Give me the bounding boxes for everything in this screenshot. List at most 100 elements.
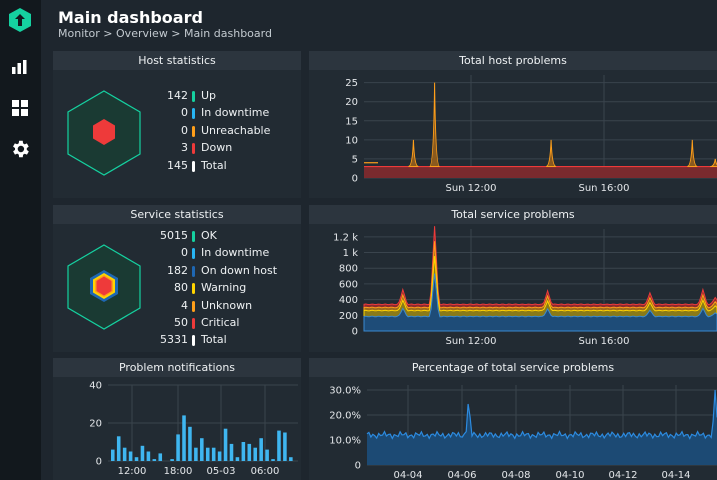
percentage-service-problems-chart[interactable]: 30.0% 20.0% 10.0% 0 04-04 04-06 04-08 04-10 04-1…	[309, 377, 717, 480]
stat-label: Critical	[201, 316, 240, 329]
stat-color-bar	[192, 300, 195, 312]
y-tick-label: 0	[352, 174, 358, 185]
stat-color-bar	[192, 143, 195, 155]
notification-bar	[200, 438, 204, 461]
stat-row-on-down-host[interactable]: 182 On down host	[138, 264, 298, 279]
stat-row-ok[interactable]: 5015 OK	[138, 229, 298, 244]
stat-color-bar	[192, 335, 195, 347]
y-tick-label: 20	[345, 97, 358, 108]
stat-row-total[interactable]: 145 Total	[138, 159, 298, 174]
x-tick-label: 12:00	[118, 466, 147, 477]
notification-bar	[271, 459, 275, 461]
notification-bar	[217, 451, 222, 461]
dashboard-grid-icon[interactable]	[7, 95, 33, 121]
notification-bar	[122, 447, 127, 461]
x-tick-label: 05-03	[206, 466, 235, 477]
host-statistics-panel: Host statistics 142 Up 0 In downtime 0 Unreac…	[53, 51, 301, 198]
stat-label: Unknown	[201, 298, 253, 312]
problem-notifications-chart[interactable]: 40 20 0 12:00 18:00 05-03 06:00	[53, 377, 301, 480]
stat-color-bar	[192, 108, 195, 120]
stat-color-bar	[192, 125, 195, 137]
y-tick-label: 10	[345, 135, 358, 146]
notification-bar	[134, 457, 139, 461]
series-area-down-host	[363, 273, 717, 332]
stat-label: Total	[201, 158, 227, 172]
stat-label: Total	[201, 333, 227, 347]
x-tick-label: 04-10	[555, 470, 584, 480]
notification-bar	[146, 451, 151, 461]
series-line-percentage	[366, 389, 717, 440]
problem-notifications-panel: Problem notifications 40 20 0 12:00 18:00 05-…	[53, 358, 301, 480]
host-hexagon-icon[interactable]	[53, 70, 301, 198]
notification-bar	[289, 457, 293, 461]
sidebar	[0, 0, 41, 480]
x-tick-label: 04-08	[501, 470, 530, 480]
spike-mark	[710, 158, 717, 168]
stat-row-unreachable[interactable]: 0 Unreachable	[138, 124, 298, 139]
notification-bar	[229, 443, 234, 461]
panel-title: Total service problems	[309, 205, 717, 224]
stat-value: 80	[174, 281, 188, 295]
service-hexagon-icon[interactable]	[53, 224, 301, 352]
x-tick-label: 04-06	[447, 470, 476, 480]
y-tick-label: 800	[339, 264, 358, 275]
notification-bar	[241, 442, 246, 461]
notification-bar	[194, 447, 198, 461]
x-tick-label: Sun 16:00	[578, 336, 629, 347]
spike-mark	[429, 82, 441, 168]
stat-label: In downtime	[201, 246, 270, 260]
stat-color-bar	[192, 265, 195, 277]
notification-bar	[235, 457, 240, 461]
series-area-percentage	[367, 390, 717, 465]
notification-bar	[253, 447, 258, 461]
notification-bar	[247, 443, 252, 461]
series-area-unknown	[363, 241, 717, 332]
y-tick-label: 20	[89, 419, 102, 430]
stat-value: 0	[181, 246, 188, 260]
stat-color-bar	[192, 283, 195, 295]
stat-value: 50	[174, 316, 188, 329]
stat-label: Down	[201, 141, 233, 155]
stat-row-down[interactable]: 3 Down	[138, 141, 298, 156]
notification-bar	[140, 445, 145, 461]
y-tick-label: 40	[89, 381, 102, 392]
panel-title: Problem notifications	[53, 358, 301, 377]
stat-row-total[interactable]: 5331 Total	[138, 333, 298, 348]
notification-bar	[188, 426, 192, 461]
notification-bar	[176, 434, 180, 461]
stat-color-bar	[192, 91, 195, 102]
stat-color-bar	[192, 160, 195, 172]
stat-row-in-downtime[interactable]: 0 In downtime	[138, 246, 298, 261]
stat-label: Unreachable	[201, 123, 271, 137]
notification-bar	[116, 436, 121, 461]
stat-row-unknown[interactable]: 4 Unknown	[138, 299, 298, 314]
stat-row-critical[interactable]: 50 Critical	[138, 316, 298, 331]
y-tick-label: 0	[96, 457, 102, 468]
checkmk-logo-icon[interactable]	[7, 7, 33, 33]
y-tick-label: 0	[352, 327, 358, 338]
panel-title: Total host problems	[309, 51, 717, 70]
notification-bar	[283, 432, 287, 461]
stat-row-up[interactable]: 142 Up	[138, 89, 298, 104]
stat-value: 0	[181, 123, 188, 137]
y-tick-label: 400	[339, 295, 358, 306]
stat-row-in-downtime[interactable]: 0 In downtime	[138, 106, 298, 121]
series-area-warning	[363, 255, 717, 332]
stat-row-warning[interactable]: 80 Warning	[138, 281, 298, 296]
stat-value: 182	[167, 263, 188, 277]
breadcrumb[interactable]: Monitor > Overview > Main dashboard	[58, 27, 272, 40]
stat-label: In downtime	[201, 106, 270, 120]
total-service-problems-chart[interactable]: 1.2 k 1 k 800 600 400 200 0 Sun 12:00 Sun 16:00	[309, 224, 717, 352]
x-tick-label: 06:00	[251, 466, 280, 477]
y-tick-label: 10.0%	[329, 436, 361, 447]
stat-color-bar	[192, 231, 195, 242]
stat-label: Warning	[201, 281, 247, 295]
notification-bar	[158, 453, 163, 461]
total-host-problems-chart[interactable]: 25 20 15 10 5 0 Sun 12:00 Sun 16:00	[309, 70, 717, 198]
gear-icon[interactable]	[7, 136, 33, 162]
bar-chart-icon[interactable]	[7, 54, 33, 80]
x-tick-label: Sun 12:00	[445, 183, 496, 194]
spike-mark	[408, 139, 419, 168]
y-tick-label: 30.0%	[329, 386, 361, 397]
total-host-problems-panel: Total host problems 25 20 15 10 5 0 Sun 12:00 S…	[309, 51, 717, 198]
